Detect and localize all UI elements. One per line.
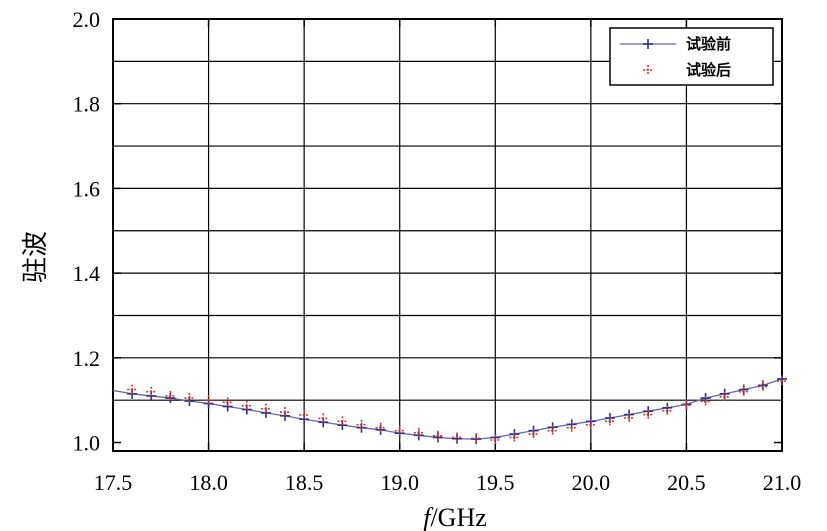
data-point	[719, 391, 730, 402]
data-point	[299, 414, 310, 425]
data-point	[356, 419, 367, 430]
y-tick-label: 1.0	[73, 431, 101, 456]
legend-label-after: 试验后	[686, 61, 731, 79]
data-point	[777, 376, 787, 387]
data-point	[203, 395, 214, 406]
data-point	[452, 432, 463, 443]
data-point	[681, 400, 692, 411]
data-point	[222, 401, 233, 412]
x-tick-label: 20.5	[667, 470, 706, 495]
data-point	[566, 422, 577, 433]
data-point	[127, 388, 138, 399]
data-point	[643, 409, 654, 420]
y-tick-label: 2.0	[73, 7, 101, 32]
data-point	[604, 416, 615, 427]
data-point	[146, 390, 157, 401]
data-point	[585, 419, 596, 430]
data-point	[490, 434, 501, 445]
x-tick-label: 21.0	[763, 470, 802, 495]
data-point	[432, 432, 443, 443]
data-point	[509, 432, 520, 443]
x-tick-label: 19.5	[476, 470, 515, 495]
series-layer	[112, 374, 787, 445]
data-point	[662, 405, 673, 416]
axis-ticks	[112, 18, 783, 451]
legend-marker-after	[643, 65, 653, 75]
legend-label-before: 试验前	[686, 35, 731, 53]
data-point	[241, 400, 252, 411]
legend-marker-glyph	[643, 39, 653, 49]
y-tick-label: 1.6	[73, 176, 101, 201]
data-point	[624, 412, 635, 423]
data-point	[337, 416, 348, 427]
data-point	[777, 374, 787, 384]
y-axis-label: 驻波	[21, 231, 50, 283]
x-tick-label: 18.0	[189, 470, 228, 495]
y-tick-label: 1.8	[73, 92, 101, 117]
data-point	[318, 413, 329, 424]
legend: 试验前 试验后	[609, 27, 774, 86]
x-axis-label-variable: f	[423, 503, 434, 531]
y-tick-labels: 1.0 1.2 1.4 1.6 1.8 2.0	[73, 7, 101, 456]
data-point	[432, 430, 443, 441]
data-point	[738, 386, 749, 397]
y-tick-label: 1.4	[73, 261, 101, 286]
grid	[113, 19, 782, 451]
data-point	[165, 390, 176, 401]
x-tick-label: 17.5	[94, 470, 133, 495]
data-point	[757, 381, 768, 392]
data-point	[184, 393, 195, 404]
data-point	[547, 425, 558, 436]
data-point	[394, 425, 405, 436]
y-tick-label: 1.2	[73, 346, 101, 371]
legend-marker-before	[643, 39, 653, 49]
data-point	[700, 396, 711, 407]
x-tick-label: 18.5	[285, 470, 324, 495]
x-axis-label: f/GHz	[423, 503, 487, 531]
data-point	[299, 410, 310, 420]
series-after	[127, 376, 787, 445]
legend-box	[609, 27, 774, 86]
x-tick-label: 19.0	[380, 470, 419, 495]
data-point	[528, 429, 539, 440]
data-point	[375, 422, 386, 433]
legend-marker-glyph	[643, 65, 653, 75]
data-point	[260, 407, 271, 418]
data-point	[738, 384, 749, 395]
data-point	[452, 433, 463, 444]
data-point	[222, 397, 233, 408]
data-point	[146, 386, 157, 397]
data-point	[127, 384, 138, 395]
data-point	[260, 403, 271, 414]
x-axis-label-unit: /GHz	[430, 503, 486, 531]
data-point	[471, 434, 482, 445]
data-point	[280, 407, 291, 418]
x-tick-label: 20.0	[572, 470, 611, 495]
data-point	[471, 433, 482, 444]
x-tick-labels: 17.5 18.0 18.5 19.0 19.5 20.0 20.5 21.0	[94, 470, 802, 495]
plot-frame	[112, 18, 783, 452]
data-point	[413, 427, 424, 438]
